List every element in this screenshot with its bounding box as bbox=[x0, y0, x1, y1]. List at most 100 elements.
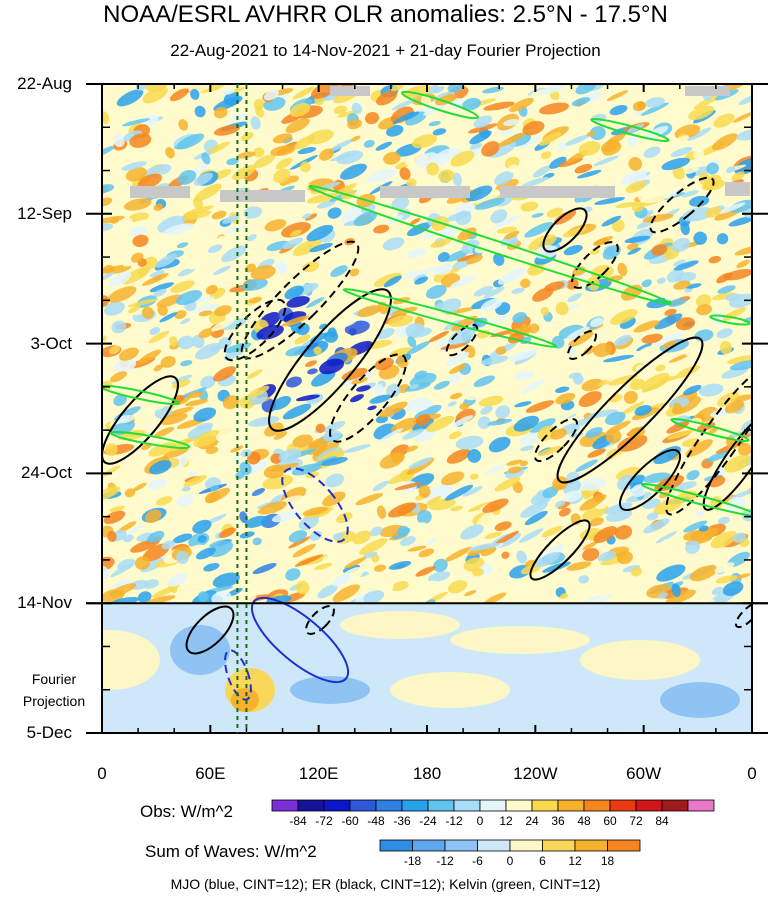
obs-anomaly-blob bbox=[413, 274, 427, 282]
obs-anomaly-blob bbox=[530, 470, 543, 483]
footer-note: MJO (blue, CINT=12); ER (black, CINT=12)… bbox=[170, 876, 601, 892]
er-wave-contour bbox=[240, 240, 360, 360]
kelvin-wave-contour bbox=[641, 482, 752, 518]
obs-anomaly-blob bbox=[730, 394, 752, 403]
obs-anomaly-blob bbox=[344, 557, 367, 569]
obs-anomaly-blob bbox=[482, 498, 509, 513]
obs-anomaly-blob bbox=[450, 505, 463, 512]
obs-anomaly-blob bbox=[606, 90, 628, 101]
obs-anomaly-blob bbox=[713, 113, 735, 128]
projection-label: Fourier Projection bbox=[12, 668, 96, 712]
obs-anomaly-blob bbox=[554, 500, 566, 508]
obs-anomaly-blob bbox=[306, 224, 334, 242]
obs-anomaly-blob bbox=[353, 464, 369, 475]
obs-anomaly-blob bbox=[467, 123, 498, 134]
obs-anomaly-blob bbox=[147, 530, 165, 543]
obs-anomaly-blob bbox=[512, 311, 527, 324]
obs-anomaly-blob bbox=[248, 416, 280, 427]
obs-anomaly-blob bbox=[483, 592, 507, 605]
obs-anomaly-blob bbox=[355, 493, 383, 506]
obs-anomaly-blob bbox=[518, 528, 544, 543]
obs-anomaly-blob bbox=[383, 275, 402, 288]
obs-anomaly-blob bbox=[519, 460, 529, 467]
obs-anomaly-blob bbox=[205, 487, 231, 504]
obs-anomaly-blob bbox=[110, 217, 120, 224]
obs-anomaly-blob bbox=[161, 540, 176, 550]
obs-anomaly-blob bbox=[729, 199, 752, 213]
obs-anomaly-blob bbox=[294, 135, 316, 150]
obs-anomaly-blob bbox=[290, 229, 302, 237]
obs-colorbar-swatch bbox=[297, 799, 325, 812]
obs-anomaly-blob bbox=[615, 201, 638, 209]
obs-colorbar-swatch bbox=[479, 799, 507, 812]
x-tick-label: 0 bbox=[97, 764, 107, 783]
obs-anomaly-blob bbox=[191, 303, 221, 313]
obs-anomaly-blob bbox=[589, 126, 606, 141]
obs-anomaly-blob bbox=[445, 211, 471, 222]
obs-anomaly-blob bbox=[675, 272, 697, 283]
obs-anomaly-blob bbox=[186, 259, 202, 270]
missing-data-patch bbox=[130, 186, 190, 198]
er-wave-contour bbox=[665, 364, 752, 516]
obs-anomaly-blob bbox=[493, 530, 519, 546]
obs-anomaly-blob bbox=[344, 444, 371, 453]
obs-anomaly-blob bbox=[636, 343, 652, 352]
obs-anomaly-blob bbox=[205, 285, 218, 295]
obs-anomaly-blob bbox=[546, 207, 564, 218]
obs-anomaly-blob bbox=[197, 535, 207, 543]
obs-anomaly-blob bbox=[578, 391, 602, 407]
obs-anomaly-blob bbox=[364, 111, 380, 125]
obs-anomaly-blob bbox=[332, 573, 352, 587]
obs-anomaly-blob bbox=[448, 327, 476, 345]
obs-anomaly-blob bbox=[627, 136, 638, 147]
obs-anomaly-blob bbox=[716, 272, 733, 284]
obs-anomaly-blob bbox=[493, 253, 505, 266]
obs-anomaly-blob bbox=[559, 406, 585, 420]
obs-anomaly-blob bbox=[673, 260, 699, 271]
obs-colorbar-swatch bbox=[583, 799, 611, 812]
obs-anomaly-blob bbox=[224, 225, 247, 233]
obs-anomaly-blob bbox=[637, 345, 654, 355]
obs-anomaly-blob bbox=[484, 531, 502, 539]
obs-anomaly-blob bbox=[102, 465, 121, 478]
obs-anomaly-blob bbox=[524, 157, 542, 171]
obs-anomaly-blob bbox=[134, 556, 151, 570]
obs-anomaly-blob bbox=[553, 209, 577, 225]
obs-anomaly-blob bbox=[588, 517, 604, 527]
obs-anomaly-blob bbox=[210, 485, 220, 492]
obs-anomaly-blob bbox=[141, 273, 169, 286]
obs-anomaly-blob bbox=[363, 590, 385, 604]
obs-anomaly-blob bbox=[683, 345, 697, 357]
obs-anomaly-blob bbox=[448, 431, 462, 440]
obs-anomaly-blob bbox=[425, 284, 447, 299]
obs-anomaly-blob bbox=[388, 502, 417, 518]
obs-anomaly-blob bbox=[689, 195, 710, 207]
obs-anomaly-blob bbox=[203, 562, 220, 572]
obs-anomaly-blob bbox=[539, 102, 570, 115]
obs-colorbar-swatch bbox=[349, 799, 377, 812]
obs-anomaly-blob bbox=[137, 173, 162, 189]
obs-anomaly-blob bbox=[292, 86, 315, 100]
obs-anomaly-blob bbox=[597, 551, 617, 562]
obs-anomaly-blob bbox=[466, 254, 484, 265]
obs-anomaly-blob bbox=[289, 102, 311, 117]
missing-data-patch bbox=[725, 182, 750, 196]
obs-anomaly-blob bbox=[142, 86, 168, 104]
obs-colorbar-level-label: -48 bbox=[367, 814, 385, 828]
obs-anomaly-blob bbox=[373, 564, 387, 572]
obs-anomaly-blob bbox=[444, 484, 474, 501]
er-wave-contour bbox=[533, 417, 579, 463]
kelvin-wave-contour bbox=[590, 117, 670, 143]
obs-anomaly-blob bbox=[520, 201, 539, 212]
obs-anomaly-blob bbox=[581, 378, 604, 392]
obs-anomaly-blob bbox=[243, 206, 263, 219]
obs-anomaly-blob bbox=[366, 169, 397, 183]
obs-anomaly-blob bbox=[450, 275, 477, 288]
obs-anomaly-blob bbox=[137, 349, 162, 365]
obs-anomaly-blob bbox=[481, 141, 500, 157]
obs-anomaly-blob bbox=[653, 497, 684, 515]
obs-anomaly-blob bbox=[683, 520, 708, 533]
x-tick-label: 120W bbox=[513, 764, 558, 783]
obs-anomaly-blob bbox=[531, 212, 544, 218]
obs-anomaly-blob bbox=[103, 510, 126, 524]
